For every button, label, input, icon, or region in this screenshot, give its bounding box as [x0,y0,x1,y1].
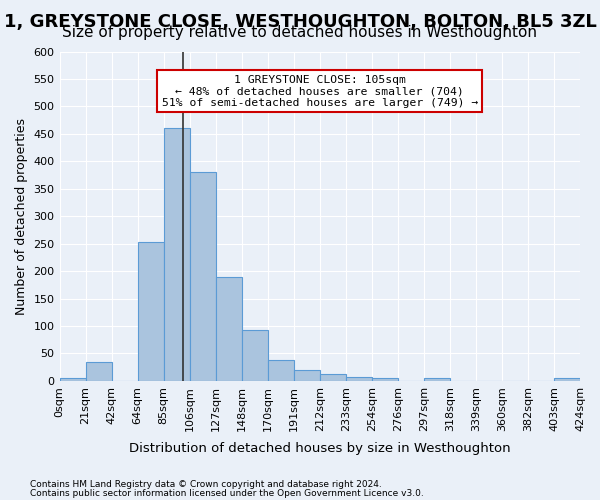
Y-axis label: Number of detached properties: Number of detached properties [15,118,28,314]
Bar [424,378,450,381]
Bar [372,378,398,381]
Bar [59,378,86,381]
Bar [320,374,346,381]
Bar [294,370,320,381]
Bar [86,362,112,381]
Bar [137,242,164,381]
Text: Contains public sector information licensed under the Open Government Licence v3: Contains public sector information licen… [30,488,424,498]
Text: Size of property relative to detached houses in Westhoughton: Size of property relative to detached ho… [62,25,538,40]
Text: 1 GREYSTONE CLOSE: 105sqm
← 48% of detached houses are smaller (704)
51% of semi: 1 GREYSTONE CLOSE: 105sqm ← 48% of detac… [161,74,478,108]
Bar [215,276,242,381]
Bar [190,172,215,381]
X-axis label: Distribution of detached houses by size in Westhoughton: Distribution of detached houses by size … [129,442,511,455]
Text: 1, GREYSTONE CLOSE, WESTHOUGHTON, BOLTON, BL5 3ZL: 1, GREYSTONE CLOSE, WESTHOUGHTON, BOLTON… [4,12,596,30]
Text: Contains HM Land Registry data © Crown copyright and database right 2024.: Contains HM Land Registry data © Crown c… [30,480,382,489]
Bar [554,378,580,381]
Bar [242,330,268,381]
Bar [346,377,372,381]
Bar [268,360,294,381]
Bar [164,128,190,381]
